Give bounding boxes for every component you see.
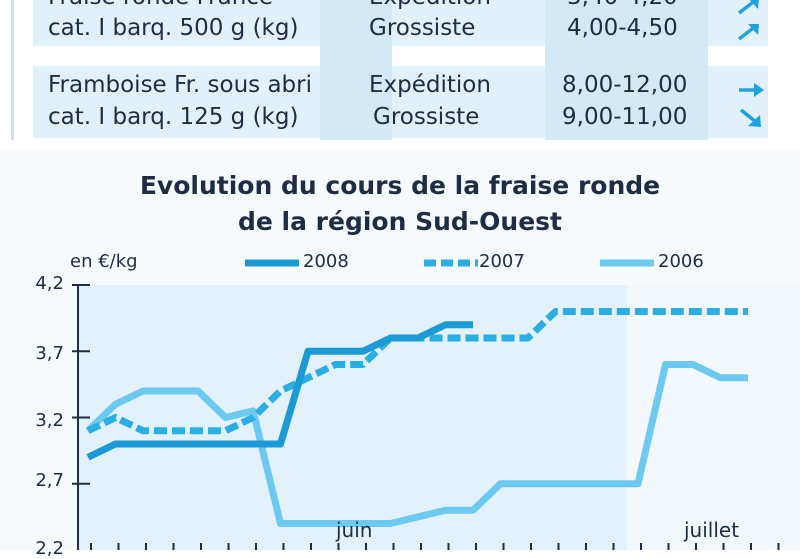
chart-title-line1: Evolution du cours de la fraise ronde xyxy=(139,171,661,200)
arrow-right-icon xyxy=(739,83,764,97)
y-tick-label: 2,7 xyxy=(35,470,64,491)
month-label-juillet: juillet xyxy=(684,518,740,542)
product-name-line2: cat. I barq. 125 g (kg) xyxy=(48,104,299,130)
market-type-expedition: Expédition xyxy=(369,0,491,14)
legend-label-2008: 2008 xyxy=(303,251,349,272)
chart-title-line2: de la région Sud-Ouest xyxy=(237,207,563,236)
y-tick-label: 3,2 xyxy=(35,410,64,431)
series-line-2006 xyxy=(85,361,748,527)
product-name-line1: Framboise Fr. sous abri xyxy=(48,72,313,98)
series-lines xyxy=(85,308,748,527)
legend-label-2007: 2007 xyxy=(479,251,525,272)
price-range: 8,00-12,00 xyxy=(562,72,688,98)
market-type-expedition: Expédition xyxy=(369,72,491,98)
table-left-rule xyxy=(11,0,14,140)
market-type-grossiste: Grossiste xyxy=(369,15,476,41)
y-tick-label: 3,7 xyxy=(35,343,64,364)
price-table: Fraise ronde France cat. I barq. 500 g (… xyxy=(0,0,800,140)
arrow-down-right-icon xyxy=(739,108,761,127)
series-line-2008 xyxy=(86,321,473,461)
x-axis-ticks xyxy=(72,284,780,550)
column-band-market xyxy=(320,0,392,140)
y-tick-label: 2,2 xyxy=(35,538,64,559)
legend-label-2006: 2006 xyxy=(658,251,704,272)
column-band-price xyxy=(545,0,708,140)
price-range: 4,00-4,50 xyxy=(567,15,678,41)
y-axis-unit-label: en €/kg xyxy=(70,251,138,272)
market-type-grossiste: Grossiste xyxy=(373,104,480,130)
arrow-up-right-icon xyxy=(737,24,759,41)
y-tick-label: 4,2 xyxy=(35,273,64,294)
arrow-up-right-icon xyxy=(737,0,759,15)
price-range: 3,40-4,20 xyxy=(567,0,678,14)
month-label-juin: juin xyxy=(336,518,373,542)
product-name-line1: Fraise ronde France xyxy=(48,0,273,14)
price-range: 9,00-11,00 xyxy=(562,104,688,130)
product-name-line2: cat. I barq. 500 g (kg) xyxy=(48,15,299,41)
